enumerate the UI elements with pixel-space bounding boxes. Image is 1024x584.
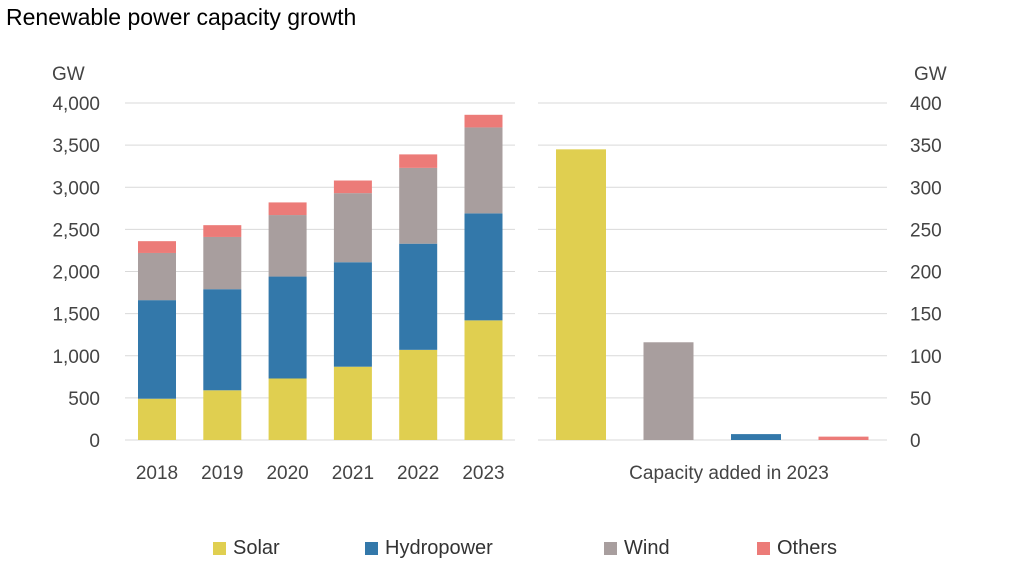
- right-bars: [556, 149, 869, 440]
- legend-label-others: Others: [777, 537, 838, 559]
- bar-others-2023: [464, 114, 503, 128]
- chart-title: Renewable power capacity growth: [6, 4, 357, 30]
- x-tick-label-2019: 2019: [201, 463, 243, 484]
- bar-wind-2019: [203, 236, 242, 290]
- right-y-tick-label: 50: [910, 389, 931, 410]
- legend-swatch-others: [757, 542, 770, 555]
- x-tick-label-2023: 2023: [462, 463, 504, 484]
- left-y-tick-label: 0: [89, 431, 100, 452]
- right-y-tick-label: 100: [910, 347, 942, 368]
- legend-label-solar: Solar: [233, 537, 280, 559]
- left-y-tick-label: 500: [68, 389, 100, 410]
- legend-item-solar: Solar: [213, 537, 280, 560]
- legend: Solar Hydropower Wind Others: [0, 537, 1024, 567]
- left-y-unit: GW: [52, 64, 85, 85]
- added-bar-others: [818, 436, 869, 440]
- legend-item-wind: Wind: [604, 537, 670, 560]
- right-y-tick-label: 0: [910, 431, 921, 452]
- left-x-ticks: 2018 2019 2020 2021 2022 2023: [136, 463, 505, 484]
- right-y-tick-label: 200: [910, 263, 942, 284]
- x-tick-label-2022: 2022: [397, 463, 439, 484]
- left-bars: [138, 114, 503, 440]
- bar-wind-2018: [138, 252, 176, 301]
- x-tick-label-2021: 2021: [332, 463, 374, 484]
- legend-item-hydropower: Hydropower: [365, 537, 493, 560]
- bar-others-2018: [138, 241, 176, 253]
- bar-wind-2021: [333, 193, 372, 263]
- left-gridlines: [125, 102, 515, 441]
- right-y-tick-label: 350: [910, 136, 942, 157]
- left-y-tick-label: 3,000: [52, 178, 100, 199]
- added-bar-solar: [556, 149, 606, 440]
- left-y-tick-label: 2,500: [52, 220, 100, 241]
- legend-item-others: Others: [757, 537, 837, 560]
- left-y-tick-label: 4,000: [52, 94, 100, 115]
- legend-label-wind: Wind: [624, 537, 670, 559]
- right-y-tick-label: 300: [910, 178, 942, 199]
- bar-hydropower-2019: [203, 289, 242, 391]
- bar-solar-2023: [464, 320, 503, 440]
- bar-others-2019: [203, 225, 242, 237]
- bar-others-2020: [268, 202, 307, 216]
- bar-solar-2020: [268, 378, 307, 440]
- bar-hydropower-2022: [399, 243, 438, 350]
- left-y-tick-label: 1,500: [52, 305, 100, 326]
- left-y-tick-label: 2,000: [52, 263, 100, 284]
- legend-swatch-wind: [604, 542, 617, 555]
- legend-swatch-solar: [213, 542, 226, 555]
- bar-wind-2020: [268, 215, 307, 277]
- bar-solar-2018: [138, 398, 176, 440]
- bar-hydropower-2021: [333, 262, 372, 367]
- bar-solar-2022: [399, 349, 438, 440]
- left-y-tick-label: 3,500: [52, 136, 100, 157]
- right-y-ticks: 0 50 100 150 200 250 300 350 400: [910, 94, 942, 452]
- left-y-ticks: 0 500 1,000 1,500 2,000 2,500 3,000 3,500 4,000: [52, 94, 100, 452]
- bar-solar-2019: [203, 390, 242, 440]
- right-y-tick-label: 150: [910, 305, 942, 326]
- chart-canvas: 05001,0001,5002,0002,5003,0003,5004,000 …: [52, 64, 947, 484]
- bar-wind-2022: [399, 167, 438, 244]
- bar-hydropower-2020: [268, 276, 307, 379]
- left-y-tick-label: 1,000: [52, 347, 100, 368]
- bar-solar-2021: [333, 366, 372, 440]
- right-y-unit: GW: [914, 64, 947, 85]
- right-y-tick-label: 250: [910, 220, 942, 241]
- bar-others-2021: [333, 180, 372, 194]
- x-tick-label-2020: 2020: [266, 463, 308, 484]
- bar-others-2022: [399, 154, 438, 168]
- legend-swatch-hydropower: [365, 542, 378, 555]
- right-y-tick-label: 400: [910, 94, 942, 115]
- x-tick-label-2018: 2018: [136, 463, 178, 484]
- legend-label-hydropower: Hydropower: [385, 537, 493, 559]
- added-bar-hydropower: [731, 434, 781, 440]
- bar-hydropower-2018: [138, 300, 176, 399]
- bar-hydropower-2023: [464, 213, 503, 321]
- added-bar-wind: [643, 342, 694, 440]
- right-x-label: Capacity added in 2023: [629, 463, 829, 484]
- bar-wind-2023: [464, 127, 503, 214]
